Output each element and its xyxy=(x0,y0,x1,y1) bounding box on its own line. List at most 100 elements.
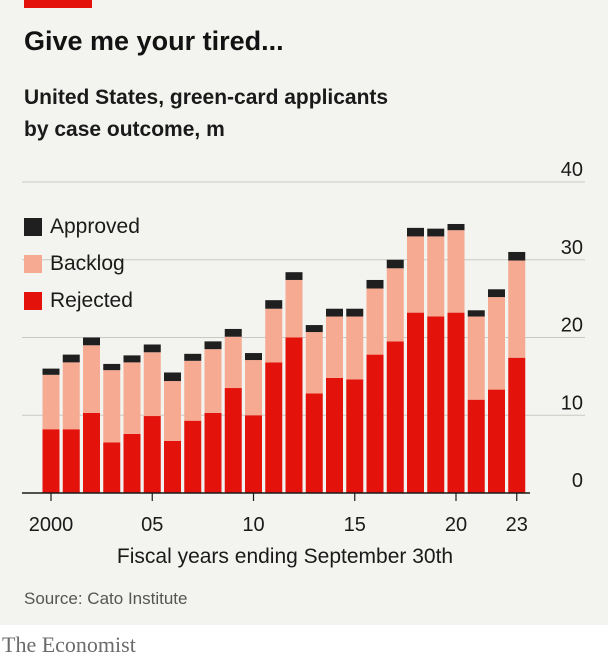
bar-rejected-2008 xyxy=(204,412,222,493)
economist-logo: The Economist xyxy=(2,632,136,657)
chart-panel xyxy=(0,0,608,625)
bar-backlog-2022 xyxy=(488,297,505,390)
bar-approved-2005 xyxy=(143,344,161,353)
y-tick-label: 40 xyxy=(561,159,583,181)
bar-rejected-2009 xyxy=(224,388,242,493)
bar-rejected-2023 xyxy=(508,357,526,493)
bar-rejected-2005 xyxy=(143,416,161,493)
bar-backlog-2017 xyxy=(386,268,404,342)
legend-swatch-approved xyxy=(24,217,42,236)
bar-rejected-2007 xyxy=(184,420,202,493)
y-tick-label: 10 xyxy=(561,392,583,414)
bar-approved-2001 xyxy=(62,354,80,363)
bar-rejected-2018 xyxy=(407,312,424,493)
bar-backlog-2007 xyxy=(184,360,202,421)
y-tick-label: 20 xyxy=(561,315,583,337)
bar-rejected-2015 xyxy=(346,379,364,493)
chart-subtitle: United States, green-card applicants by … xyxy=(24,82,484,146)
bar-backlog-2010 xyxy=(245,360,262,416)
bar-backlog-2013 xyxy=(305,332,323,394)
bar-rejected-2003 xyxy=(103,442,121,493)
bar-approved-2021 xyxy=(467,310,485,317)
bar-rejected-2022 xyxy=(488,389,505,493)
bar-approved-2006 xyxy=(164,372,181,382)
bar-approved-2008 xyxy=(204,341,222,350)
bar-rejected-2019 xyxy=(427,316,445,493)
bar-rejected-2017 xyxy=(386,341,404,493)
bar-approved-2009 xyxy=(224,328,242,337)
bar-rejected-2000 xyxy=(42,429,60,493)
bar-backlog-2003 xyxy=(103,370,121,443)
bar-approved-2018 xyxy=(407,227,424,237)
bar-rejected-2014 xyxy=(326,377,343,493)
bar-rejected-2002 xyxy=(83,412,100,493)
bar-approved-2014 xyxy=(326,308,343,317)
bar-approved-2012 xyxy=(285,272,303,280)
bar-backlog-2021 xyxy=(467,316,485,400)
bar-rejected-2004 xyxy=(123,433,141,493)
bar-approved-2013 xyxy=(305,325,323,333)
bar-rejected-2016 xyxy=(366,354,384,493)
bar-backlog-2000 xyxy=(42,374,60,430)
bar-backlog-2008 xyxy=(204,349,222,413)
bar-backlog-2020 xyxy=(447,230,465,313)
bar-rejected-2011 xyxy=(265,362,283,493)
bar-backlog-2015 xyxy=(346,316,364,380)
bar-rejected-2013 xyxy=(305,393,323,493)
bar-approved-2004 xyxy=(123,355,141,363)
bar-rejected-2020 xyxy=(447,312,465,493)
bar-approved-2022 xyxy=(488,289,505,298)
bar-backlog-2002 xyxy=(83,345,100,413)
legend-item-backlog: Backlog xyxy=(24,245,140,282)
bar-approved-2010 xyxy=(245,353,262,361)
bar-chart: 0 10 20 30 40 2000 05 10 15 20 23 xyxy=(22,159,585,536)
y-tick-label: 30 xyxy=(561,237,583,259)
bar-backlog-2001 xyxy=(62,362,80,430)
bar-approved-2007 xyxy=(184,353,202,361)
subtitle-line-2: by case outcome, m xyxy=(24,118,225,141)
x-axis-label: Fiscal years ending September 30th xyxy=(116,545,454,568)
x-tick-label: 05 xyxy=(141,514,163,536)
legend-swatch-backlog xyxy=(24,254,42,273)
chart-title: Give me your tired... xyxy=(24,26,284,56)
bar-backlog-2019 xyxy=(427,236,445,317)
bar-rejected-2001 xyxy=(62,429,80,493)
legend-label-backlog: Backlog xyxy=(50,251,125,275)
bar-backlog-2018 xyxy=(407,236,424,313)
bar-approved-2000 xyxy=(42,368,60,375)
legend-item-rejected: Rejected xyxy=(24,282,140,319)
legend-swatch-rejected xyxy=(24,291,42,310)
bar-backlog-2011 xyxy=(265,308,283,363)
subtitle-line-1: United States, green-card applicants xyxy=(24,86,389,109)
x-tick-label: 2000 xyxy=(29,514,74,536)
bar-approved-2016 xyxy=(366,279,384,289)
x-tick-label: 10 xyxy=(242,514,264,536)
bar-backlog-2023 xyxy=(508,260,526,358)
bar-approved-2019 xyxy=(427,228,445,237)
axes: 0 10 20 30 40 2000 05 10 15 20 23 xyxy=(22,159,583,536)
x-tick-label: 23 xyxy=(506,514,528,536)
bar-rejected-2006 xyxy=(164,440,181,493)
bars xyxy=(42,223,526,493)
legend: Approved Backlog Rejected xyxy=(24,208,140,319)
brand-red-tag xyxy=(24,0,92,8)
bar-backlog-2016 xyxy=(366,288,384,355)
y-tick-label: 0 xyxy=(572,470,583,492)
bar-approved-2011 xyxy=(265,300,283,309)
bar-rejected-2021 xyxy=(467,399,485,493)
bar-backlog-2009 xyxy=(224,336,242,389)
bar-backlog-2014 xyxy=(326,316,343,378)
bar-rejected-2010 xyxy=(245,415,262,493)
bar-backlog-2005 xyxy=(143,352,161,417)
legend-label-rejected: Rejected xyxy=(50,288,133,312)
bar-backlog-2004 xyxy=(123,362,141,434)
bar-approved-2003 xyxy=(103,363,121,371)
bar-backlog-2012 xyxy=(285,279,303,338)
x-tick-label: 20 xyxy=(445,514,467,536)
source-note: Source: Cato Institute xyxy=(24,589,188,608)
bar-approved-2002 xyxy=(83,337,100,346)
bar-backlog-2006 xyxy=(164,381,181,441)
bar-rejected-2012 xyxy=(285,337,303,493)
bar-approved-2023 xyxy=(508,251,526,261)
legend-label-approved: Approved xyxy=(50,214,140,238)
